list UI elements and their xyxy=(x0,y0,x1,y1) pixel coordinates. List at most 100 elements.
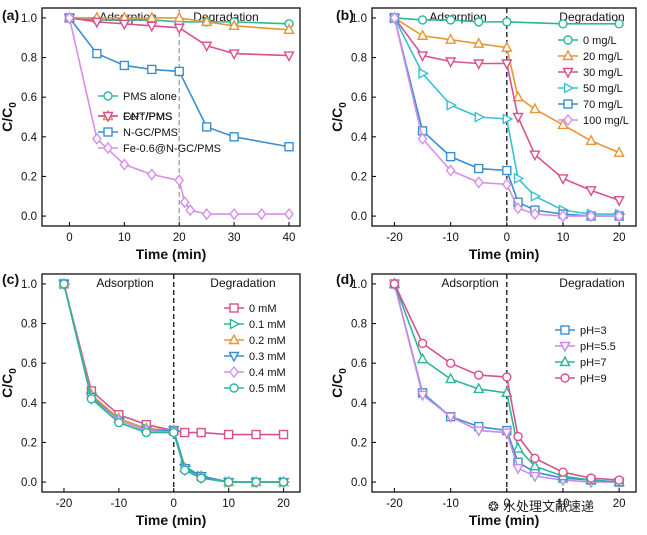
y-tick-label: 0.4 xyxy=(351,132,368,144)
data-point xyxy=(174,66,184,77)
series-line xyxy=(393,283,620,483)
y-tick-label: 0.6 xyxy=(21,92,37,104)
data-point xyxy=(201,207,212,221)
region-label-degradation: Degradation xyxy=(210,276,275,290)
x-tick-label: -20 xyxy=(386,232,403,244)
legend-label: 100 mg/L xyxy=(583,115,629,127)
data-point xyxy=(201,41,213,53)
data-point xyxy=(501,41,513,52)
series-line xyxy=(393,283,620,483)
data-point xyxy=(474,111,486,123)
legend-entry: 0 mM xyxy=(224,303,277,315)
data-point xyxy=(586,209,596,223)
series-line xyxy=(393,17,620,217)
x-tick-label: 10 xyxy=(557,498,570,510)
data-point xyxy=(223,477,234,487)
data-point xyxy=(389,11,400,25)
data-point xyxy=(416,390,429,402)
y-tick-label: 0.0 xyxy=(351,477,367,489)
series-3 xyxy=(389,279,624,485)
data-point xyxy=(444,372,457,384)
data-point xyxy=(501,59,513,70)
data-point xyxy=(512,112,524,124)
x-tick-label: 10 xyxy=(118,232,131,244)
data-point xyxy=(185,204,196,217)
legend-label: PMS alone xyxy=(123,91,177,103)
data-point xyxy=(445,15,456,25)
data-point xyxy=(530,190,542,202)
data-point xyxy=(196,427,206,438)
x-tick-label: 0 xyxy=(66,232,72,244)
x-tick-label: -20 xyxy=(56,498,73,510)
y-tick-label: 1.0 xyxy=(351,279,367,291)
data-point xyxy=(228,19,240,31)
data-point xyxy=(473,382,485,394)
data-point xyxy=(180,427,190,438)
data-point xyxy=(445,164,456,177)
data-point xyxy=(59,279,69,289)
panel-label: (a) xyxy=(2,7,19,23)
x-tick-label: -10 xyxy=(111,498,128,510)
data-point xyxy=(201,15,213,27)
data-point xyxy=(417,132,428,145)
chart-panel-b: Adsorption Degradation-20 -10 0 10 200.00.20.… xyxy=(329,7,637,262)
legend-label: 0 mg/L xyxy=(583,35,617,47)
data-point xyxy=(141,427,151,438)
y-tick-label: 0.2 xyxy=(351,171,367,183)
data-point xyxy=(64,11,75,25)
x-tick-label: -10 xyxy=(442,498,459,510)
x-tick-label: 10 xyxy=(222,498,235,510)
legend-marker xyxy=(228,333,240,345)
y-tick-label: 0.2 xyxy=(21,437,37,449)
legend-marker xyxy=(563,99,573,109)
legend-marker xyxy=(560,325,570,335)
chart-panel-a: AdsorptionDegradation0102030400.00.20.40… xyxy=(0,7,301,262)
data-point xyxy=(417,338,428,349)
data-point xyxy=(529,471,541,483)
data-point xyxy=(473,426,485,438)
x-tick-label: 20 xyxy=(173,232,186,244)
legend-entry: pH=5.5 xyxy=(555,341,616,353)
legend-entry: 0.3 mM xyxy=(224,351,286,363)
data-point xyxy=(513,202,523,215)
data-point xyxy=(416,29,429,40)
legend-label: CNT/PMS xyxy=(123,111,173,123)
legend-marker xyxy=(103,91,113,101)
legend-marker xyxy=(103,141,113,155)
data-point xyxy=(146,11,158,23)
legend-entry: 0.4 mM xyxy=(224,365,286,379)
region-label-adsorption: Adsorption xyxy=(441,276,498,290)
series-4 xyxy=(64,11,294,221)
data-point xyxy=(585,134,597,145)
y-tick-label: 0.2 xyxy=(351,437,367,449)
legend-marker xyxy=(229,383,239,393)
legend-entry: pH=9 xyxy=(555,373,607,385)
data-point xyxy=(512,441,524,453)
data-point xyxy=(278,429,289,440)
y-tick-label: 0.0 xyxy=(21,211,37,223)
x-tick-label: 20 xyxy=(613,498,626,510)
data-point xyxy=(180,465,190,475)
series-line xyxy=(69,17,290,57)
series-5 xyxy=(389,11,625,223)
data-point xyxy=(284,207,294,221)
data-point xyxy=(530,453,540,464)
legend-entry: 50 mg/L xyxy=(558,82,623,95)
data-point xyxy=(389,279,400,289)
legend-entry: 100 mg/L xyxy=(558,113,629,127)
y-axis-label: C/C0 xyxy=(329,368,349,398)
data-point xyxy=(502,165,512,176)
data-point xyxy=(558,19,568,29)
legend-marker xyxy=(563,82,575,94)
y-tick-label: 0.2 xyxy=(21,171,37,183)
y-tick-label: 0.0 xyxy=(351,211,367,223)
y-tick-label: 1.0 xyxy=(351,13,367,25)
data-point xyxy=(196,473,206,483)
data-point xyxy=(278,477,289,487)
plot-frame xyxy=(41,273,301,493)
data-point xyxy=(502,113,514,125)
y-tick-label: 0.8 xyxy=(351,53,367,65)
watermark-text: 水处理文献速递 xyxy=(503,500,595,515)
y-tick-label: 0.4 xyxy=(351,398,368,410)
